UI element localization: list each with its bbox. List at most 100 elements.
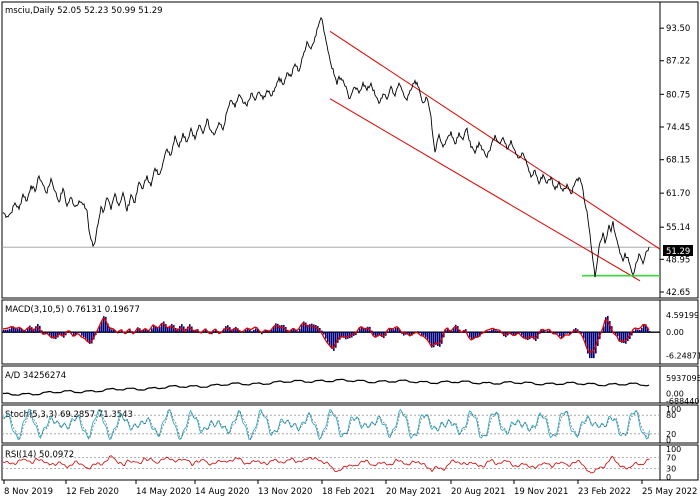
macd-bar xyxy=(155,326,157,333)
macd-bar xyxy=(365,328,367,333)
macd-bar xyxy=(277,323,279,333)
macd-bar xyxy=(577,329,579,333)
macd-bar xyxy=(343,332,345,338)
macd-bar xyxy=(647,327,649,333)
rsi-y-tick-label: 30 xyxy=(666,465,676,474)
ad-y-tick-label: -6884402 xyxy=(666,397,700,406)
macd-bar xyxy=(99,325,101,333)
macd-bar xyxy=(589,332,591,359)
price-y-ticks: 93.50 87.22 80.75 74.45 68.15 61.70 55.14 48.95… xyxy=(660,24,690,298)
macd-bar xyxy=(305,322,307,333)
macd-bar xyxy=(333,332,335,351)
macd-bar xyxy=(601,332,603,333)
macd-bar xyxy=(419,332,421,334)
rsi-y-tick-label: 70 xyxy=(666,453,676,462)
ad-panel: A/D 34256274 5937095 0.00-6884402 xyxy=(2,371,700,406)
macd-bar xyxy=(323,332,325,335)
macd-bar xyxy=(517,332,519,334)
macd-bar xyxy=(561,332,563,339)
macd-bar xyxy=(391,328,393,333)
x-tick-label: 13 Nov 2020 xyxy=(258,487,312,497)
macd-bar xyxy=(321,330,323,333)
macd-bar xyxy=(81,332,83,336)
macd-bar xyxy=(21,328,23,333)
macd-bar xyxy=(585,332,587,346)
macd-bar xyxy=(637,329,639,333)
macd-bar xyxy=(559,332,561,337)
x-tick-label: 20 May 2021 xyxy=(386,487,441,497)
rsi-frame xyxy=(1,444,699,481)
price-y-tick-label: 55.14 xyxy=(666,223,690,233)
macd-bar xyxy=(475,332,477,337)
price-frame xyxy=(1,1,699,299)
price-header: msciu,Daily 52.05 52.23 50.99 51.29 xyxy=(5,6,163,16)
macd-bar xyxy=(23,330,25,333)
macd-bar xyxy=(113,329,115,333)
macd-bar xyxy=(159,326,161,333)
price-overlays xyxy=(2,30,661,282)
macd-bar xyxy=(471,332,473,340)
price-y-tick-label: 74.45 xyxy=(666,123,690,133)
x-tick-label: 12 Feb 2020 xyxy=(66,487,119,497)
stoch-y-tick-label: 20 xyxy=(666,430,676,439)
stoch-k-line xyxy=(2,408,650,441)
macd-bar xyxy=(213,331,215,333)
macd-bar xyxy=(631,332,633,336)
ad-path xyxy=(2,378,650,396)
macd-bar xyxy=(13,327,15,333)
macd-bar xyxy=(455,324,457,333)
macd-bar xyxy=(109,328,111,333)
macd-bar xyxy=(349,332,351,339)
macd-bar xyxy=(489,330,491,333)
macd-bar xyxy=(581,332,583,334)
macd-bar xyxy=(163,321,165,333)
macd-bar xyxy=(395,327,397,333)
macd-bar xyxy=(431,332,433,348)
macd-bar xyxy=(435,332,437,345)
macd-bar xyxy=(525,332,527,340)
rsi-y-tick-label: 0 xyxy=(666,473,671,482)
macd-bar xyxy=(447,327,449,333)
macd-bar xyxy=(59,332,61,336)
macd-bar xyxy=(35,326,37,333)
macd-bar xyxy=(635,329,637,333)
macd-bar xyxy=(337,332,339,343)
macd-bar xyxy=(429,332,431,344)
macd-bar xyxy=(85,332,87,339)
macd-bar xyxy=(339,332,341,340)
macd-bar xyxy=(423,332,425,336)
macd-bar xyxy=(355,332,357,336)
macd-bar xyxy=(247,328,249,333)
macd-bar xyxy=(107,323,109,333)
macd-bar xyxy=(565,332,567,334)
macd-bar xyxy=(603,326,605,333)
macd-bar xyxy=(249,329,251,333)
macd-bar xyxy=(375,332,377,338)
macd-bar xyxy=(255,328,257,333)
macd-y-ticks: 4.59199 0.00 -6.24871 xyxy=(666,311,700,361)
macd-bar xyxy=(511,332,513,335)
macd-bar xyxy=(43,332,45,334)
macd-y-tick-label: -6.24871 xyxy=(666,352,700,361)
price-y-tick-label: 80.75 xyxy=(666,90,690,100)
macd-bar xyxy=(535,332,537,342)
macd-bar xyxy=(145,328,147,333)
macd-bar xyxy=(51,332,53,339)
macd-bar xyxy=(521,332,523,336)
macd-bar xyxy=(387,331,389,333)
macd-bar xyxy=(639,329,641,333)
macd-y-tick-label: 4.59199 xyxy=(666,311,699,320)
macd-bar xyxy=(445,330,447,333)
stoch-y-tick-label: 0 xyxy=(666,436,671,445)
macd-bar xyxy=(203,330,205,333)
x-tick-label: 25 May 2022 xyxy=(642,487,697,497)
macd-bar xyxy=(533,332,535,340)
macd-bar xyxy=(625,332,627,344)
macd-bar xyxy=(649,330,651,333)
macd-bar xyxy=(433,332,435,348)
macd-bar xyxy=(315,325,317,333)
macd-bar xyxy=(547,330,549,333)
macd-bar xyxy=(531,332,533,338)
macd-bar xyxy=(73,332,75,337)
